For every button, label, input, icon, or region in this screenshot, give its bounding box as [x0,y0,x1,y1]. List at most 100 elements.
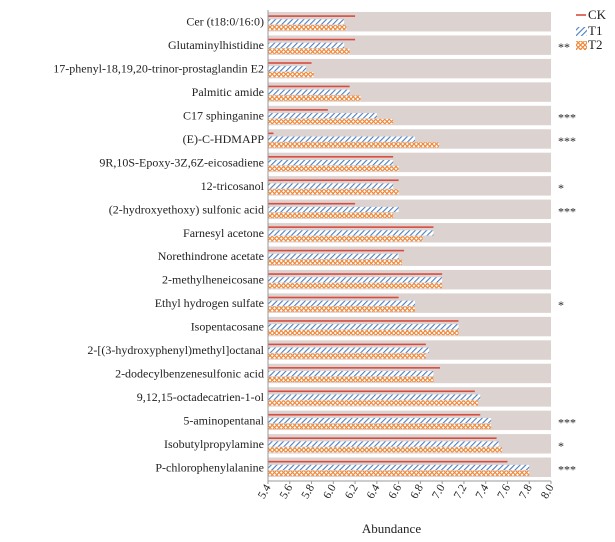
bar-ck [268,367,440,369]
x-tick-label: 7.4 [474,482,492,501]
legend: CK T1 T2 [576,7,607,52]
category-label: Isobutylpropylamine [164,437,264,451]
category-label: Ethyl hydrogen sulfate [155,296,264,310]
significance-mark: *** [558,204,576,218]
bar-t2 [268,212,394,218]
bar-t2 [268,283,443,289]
significance-mark: *** [558,134,576,148]
bars [268,15,530,476]
bar-ck [268,132,274,135]
bar-t2 [268,470,530,476]
x-tick-label: 7.6 [495,482,513,501]
x-tick-label: 5.4 [256,482,274,501]
significance-mark: ** [558,40,570,54]
category-label: Glutaminylhistidine [168,38,264,52]
bar-ck [268,62,312,64]
x-tick-label: 8.0 [539,482,557,501]
legend-t2-swatch [576,41,587,50]
x-tick-label: 6.4 [365,482,383,501]
bar-t2 [268,72,314,78]
bar-ck [268,202,356,205]
significance-mark: * [558,298,564,312]
category-label: 9,12,15-octadecatrien-1-ol [137,390,265,404]
bar-ck [268,109,328,111]
bar-t1 [268,277,443,283]
x-tick-label: 6.6 [387,482,405,501]
bar-t1 [268,230,434,236]
category-label: Norethindrone acetate [158,249,264,263]
bar-t1 [268,417,492,424]
bar-t1 [268,160,394,166]
bar-ck [268,296,399,299]
bar-t1 [268,253,399,259]
bar-t1 [268,19,345,25]
bar-t1 [268,371,434,377]
bar-ck [268,273,443,275]
significance-marks: ******************** [558,40,576,476]
bar-t2 [268,306,415,312]
bar-t1 [268,183,394,189]
bar-t2 [268,165,399,171]
legend-t1-swatch [576,27,587,36]
bar-t1 [268,136,415,142]
bar-t2 [268,400,479,406]
bar-t1 [268,66,307,72]
x-tick-label: 6.8 [408,482,426,501]
category-label: 2-[(3-hydroxyphenyl)methyl]octanal [87,343,264,357]
category-label: (E)-C-HDMAPP [183,132,265,146]
bar-t1 [268,206,399,213]
category-label: 5-aminopentanal [183,413,264,427]
bar-ck [268,15,356,17]
bar-ck [268,85,350,88]
bar-ck [268,413,481,416]
significance-mark: * [558,439,564,453]
significance-mark: *** [558,462,576,476]
bar-t2 [268,95,361,101]
row-band [268,58,551,79]
bar-ck [268,460,508,463]
bar-t1 [268,441,499,447]
category-label: 2-dodecylbenzenesulfonic acid [115,366,264,380]
bar-t1 [268,113,377,119]
bar-t2 [268,189,399,195]
x-tick-label: 7.2 [452,482,470,501]
bar-t1 [268,89,350,95]
bar-t2 [268,142,439,148]
x-tick-label: 7.8 [517,482,535,501]
x-axis-title: Abundance [362,521,421,536]
x-tick-label: 5.8 [300,482,318,501]
legend-ck-label: CK [588,7,607,22]
significance-mark: *** [558,111,576,125]
legend-t2-label: T2 [588,37,602,52]
x-tick-label: 6.0 [321,482,339,501]
category-label: 2-methylheneicosane [162,273,264,287]
category-labels: Cer (t18:0/16:0) Glutaminylhistidine 17-ph… [53,15,264,475]
x-tick-label: 5.6 [278,482,296,501]
bar-ck [268,343,426,346]
row-backgrounds [268,12,551,477]
bar-t2 [268,376,434,383]
bar-ck [268,390,475,393]
bar-t2 [268,423,492,429]
category-label: P-chlorophenylalanine [155,460,264,474]
bar-ck [268,38,356,41]
category-label: 17-phenyl-18,19,20-trinor-prostaglandin … [53,62,264,76]
bar-t2 [268,25,347,31]
category-label: Farnesyl acetone [183,226,264,240]
bar-t1 [268,347,430,353]
bar-t2 [268,329,459,336]
bar-t2 [268,236,423,242]
bar-t1 [268,42,345,48]
category-label: 12-tricosanol [201,179,265,193]
bar-ck [268,226,434,228]
x-tick-label: 7.0 [430,482,448,501]
category-label: (2-hydroxyethoxy) sulfonic acid [109,202,264,216]
bar-ck [268,437,497,439]
bar-t2 [268,48,350,54]
bar-t1 [268,464,530,471]
bar-ck [268,179,399,182]
category-label: C17 sphinganine [183,109,264,123]
bar-t2 [268,118,394,125]
category-label: Palmitic amide [192,85,264,99]
